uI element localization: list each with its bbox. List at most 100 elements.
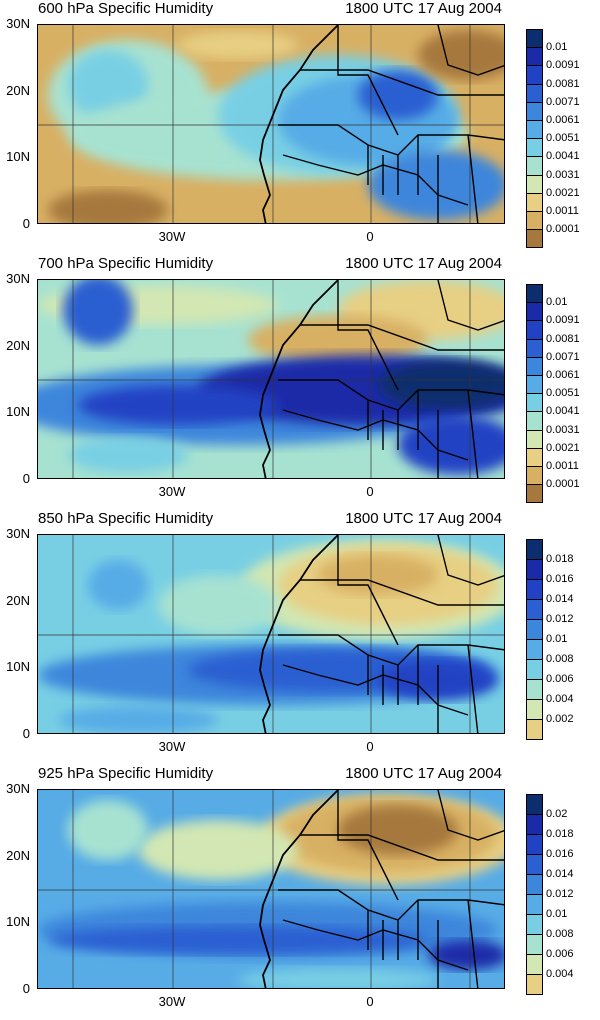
legend-swatch: [526, 65, 543, 85]
legend-label: 0.0041: [546, 150, 580, 163]
legend-label: 0.02: [546, 808, 568, 820]
longitude-label: 0: [366, 739, 374, 754]
humidity-contour-area: [238, 968, 438, 988]
latitude-label: 10N: [6, 659, 30, 674]
legend-swatch: [526, 794, 543, 815]
humidity-contour-area: [68, 50, 148, 120]
legend-label: 0.012: [546, 613, 574, 625]
legend-swatch: [526, 719, 543, 740]
latitude-label: 30N: [6, 781, 30, 796]
humidity-map: [37, 24, 505, 224]
panel-title: 850 hPa Specific Humidity: [38, 510, 214, 527]
legend-swatch: [526, 356, 543, 376]
country-border: [437, 25, 504, 76]
legend-swatch: [526, 302, 543, 322]
legend-label: 0.01: [546, 41, 568, 54]
legend-label: 0.0081: [546, 332, 580, 345]
legend-label: 0.01: [546, 908, 568, 920]
coastline: [259, 280, 339, 478]
legend-swatch: [526, 484, 543, 504]
legend-swatch: [526, 934, 543, 955]
country-border: [437, 280, 504, 331]
legend-label: 0.0001: [546, 478, 580, 491]
legend-label: 0.0071: [546, 350, 580, 363]
legend-swatch: [526, 429, 543, 449]
legend-swatch: [526, 874, 543, 895]
legend-label: 0.0061: [546, 369, 580, 381]
legend-swatch: [526, 579, 543, 600]
legend-label: 0.014: [546, 868, 574, 880]
country-border: [300, 324, 504, 351]
humidity-contour-area: [68, 437, 188, 473]
legend-label: 0.0011: [546, 460, 579, 472]
humidity-contour-area: [48, 190, 168, 223]
legend-swatch: [526, 954, 543, 975]
longitude-label: 30W: [158, 739, 186, 754]
legend-label: 0.014: [546, 593, 574, 605]
map-panel: 600 hPa Specific Humidity 1800 UTC 17 Aug…: [0, 0, 600, 250]
latitude-label: 0: [22, 726, 30, 741]
panel-timestamp: 1800 UTC 17 Aug 2004: [345, 765, 502, 782]
legend-swatch: [526, 539, 543, 560]
latitude-label: 30N: [6, 526, 30, 541]
humidity-contour-area: [368, 150, 504, 220]
humidity-contour-area: [398, 415, 504, 475]
legend-label: 0.0071: [546, 95, 580, 108]
country-border: [337, 790, 399, 901]
country-border: [300, 834, 504, 861]
humidity-map: [37, 534, 505, 734]
humidity-contour-area: [138, 820, 298, 880]
legend-label: 0.016: [546, 573, 574, 585]
humidity-contour-area: [63, 280, 133, 345]
legend-label: 0.0051: [546, 387, 580, 400]
humidity-contour-area: [178, 31, 298, 59]
longitude-label: 30W: [158, 994, 186, 1009]
humidity-contour-area: [78, 385, 278, 425]
legend-label: 0.008: [546, 653, 574, 665]
legend-swatch: [526, 83, 543, 103]
legend-swatch: [526, 47, 543, 67]
longitude-label: 0: [366, 229, 374, 244]
legend-swatch: [526, 914, 543, 935]
humidity-contour-area: [88, 560, 148, 610]
legend-label: 0.01: [546, 296, 568, 309]
latitude-label: 20N: [6, 593, 30, 608]
legend-swatch: [526, 174, 543, 194]
latitude-label: 0: [22, 216, 30, 231]
legend-swatch: [526, 559, 543, 580]
latitude-label: 0: [22, 981, 30, 996]
humidity-contour-area: [48, 926, 428, 954]
legend-swatch: [526, 894, 543, 915]
legend-label: 0.0011: [546, 205, 579, 217]
legend-swatch: [526, 120, 543, 140]
country-border: [437, 535, 504, 586]
legend-swatch: [526, 466, 543, 486]
humidity-contour-area: [158, 575, 278, 635]
legend-label: 0.002: [546, 713, 574, 725]
legend-swatch: [526, 834, 543, 855]
legend-swatch: [526, 619, 543, 640]
country-border: [467, 134, 479, 223]
legend-swatch: [526, 447, 543, 467]
legend-swatch: [526, 599, 543, 620]
latitude-label: 10N: [6, 149, 30, 164]
legend-swatch: [526, 639, 543, 660]
country-border: [467, 899, 479, 988]
legend-swatch: [526, 101, 543, 121]
map-panel: 850 hPa Specific Humidity 1800 UTC 17 Aug…: [0, 510, 600, 760]
legend-label: 0.016: [546, 848, 574, 860]
legend-label: 0.004: [546, 693, 574, 705]
legend-label: 0.0041: [546, 405, 580, 418]
legend-label: 0.01: [546, 633, 568, 645]
humidity-contour-area: [58, 706, 218, 733]
legend-label: 0.008: [546, 928, 574, 940]
humidity-contour-area: [318, 555, 438, 595]
longitude-label: 30W: [158, 229, 186, 244]
humidity-contour-area: [358, 70, 438, 120]
panel-title: 925 hPa Specific Humidity: [38, 765, 214, 782]
humidity-map: [37, 279, 505, 479]
legend-label: 0.0081: [546, 77, 580, 90]
legend-label: 0.018: [546, 828, 574, 840]
latitude-label: 10N: [6, 404, 30, 419]
humidity-contour-area: [428, 940, 504, 970]
